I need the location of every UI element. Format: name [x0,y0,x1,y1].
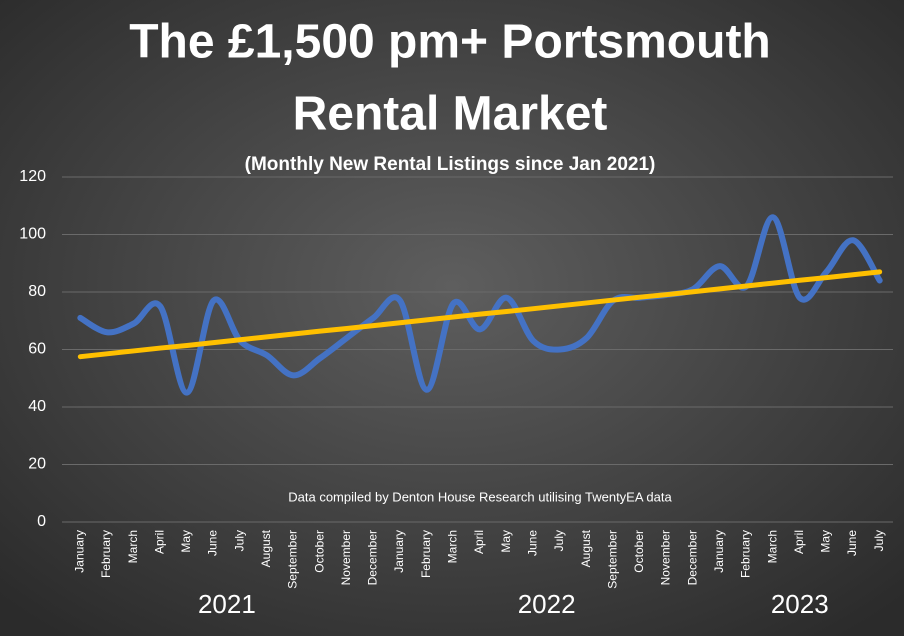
y-tick-label: 120 [19,168,46,185]
y-tick-label: 100 [19,226,46,243]
x-tick-label: April [472,530,486,554]
x-tick-label: July [552,530,566,551]
chart-title: The £1,500 pm+ Portsmouth [129,16,771,69]
x-tick-label: November [339,530,353,585]
x-tick-label: September [605,530,619,589]
chart-title: Rental Market [293,88,608,141]
x-tick-label: March [765,530,779,563]
x-tick-label: January [72,530,86,573]
y-tick-label: 60 [28,341,46,358]
x-tick-label: March [446,530,460,563]
x-tick-label: February [99,530,113,578]
x-tick-label: December [685,530,699,585]
year-label: 2022 [518,589,576,619]
y-tick-label: 20 [28,456,46,473]
x-tick-label: June [206,530,220,556]
x-tick-label: June [525,530,539,556]
x-tick-label: June [845,530,859,556]
x-tick-label: August [259,529,273,567]
x-tick-label: January [392,530,406,573]
x-tick-label: August [579,529,593,567]
x-tick-label: February [419,530,433,578]
x-tick-label: May [179,530,193,553]
x-tick-label: September [286,530,300,589]
line-series [77,269,883,360]
subtitle: (Monthly New Rental Listings since Jan 2… [245,154,656,175]
x-tick-label: October [632,530,646,573]
x-tick-label: February [739,530,753,578]
x-tick-label: April [792,530,806,554]
y-tick-label: 40 [28,398,46,415]
x-tick-label: July [872,530,886,551]
x-tick-label: May [499,530,513,553]
x-tick-label: July [232,530,246,551]
x-tick-label: January [712,530,726,573]
x-tick-label: December [366,530,380,585]
y-tick-label: 0 [37,513,46,530]
y-tick-label: 80 [28,283,46,300]
x-tick-label: October [312,530,326,573]
x-tick-label: April [152,530,166,554]
year-label: 2023 [771,589,829,619]
x-tick-label: November [659,530,673,585]
x-tick-label: March [126,530,140,563]
annotation: Data compiled by Denton House Research u… [288,489,672,504]
x-tick-label: May [819,530,833,553]
year-label: 2021 [198,589,256,619]
